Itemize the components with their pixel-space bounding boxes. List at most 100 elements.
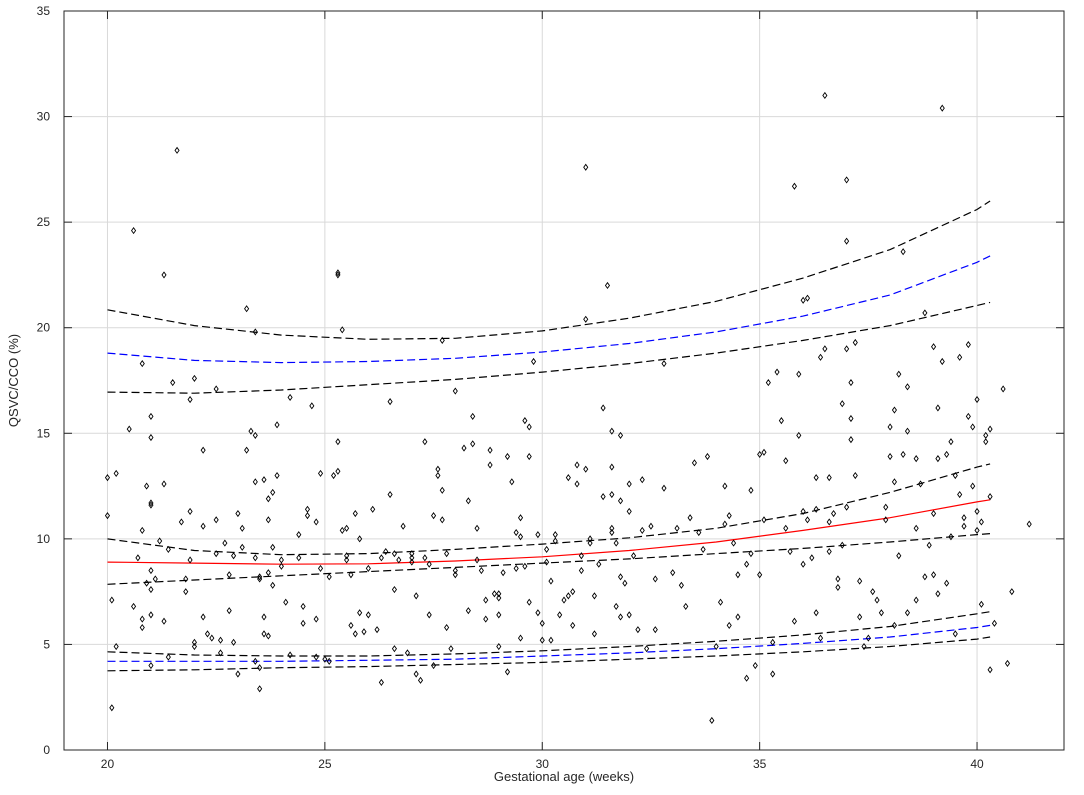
data-point: [626, 480, 632, 488]
data-point: [365, 564, 371, 572]
data-point: [944, 579, 950, 587]
data-point: [413, 592, 419, 600]
data-point: [409, 558, 415, 566]
data-point: [335, 438, 341, 446]
data-point: [139, 623, 145, 632]
data-point: [257, 573, 263, 581]
data-point: [748, 486, 754, 494]
data-point: [496, 642, 502, 651]
data-point: [483, 615, 489, 623]
data-point: [322, 655, 328, 663]
data-point: [987, 666, 993, 674]
data-point: [191, 638, 197, 646]
data-point: [148, 566, 154, 575]
data-point: [326, 573, 332, 581]
data-point: [148, 585, 154, 594]
curve-median: [107, 499, 991, 565]
data-point: [604, 281, 611, 290]
data-point: [296, 554, 302, 562]
data-point: [252, 328, 258, 336]
data-point: [174, 146, 180, 154]
data-point: [431, 512, 437, 520]
data-point: [244, 446, 250, 454]
data-point: [313, 615, 319, 623]
data-point: [696, 528, 702, 537]
data-point: [217, 636, 224, 644]
data-point: [717, 598, 724, 606]
data-point: [931, 509, 937, 518]
data-point: [904, 427, 911, 435]
data-point: [148, 501, 154, 509]
y-tick-label: 20: [37, 321, 51, 335]
data-point: [517, 533, 524, 541]
data-point: [261, 613, 267, 621]
data-point: [796, 370, 802, 378]
data-point: [757, 571, 763, 579]
data-point: [887, 452, 893, 461]
data-point: [787, 547, 793, 556]
data-point: [978, 518, 984, 526]
data-point: [148, 499, 154, 507]
data-point: [639, 476, 645, 484]
data-point: [252, 657, 258, 665]
data-point: [526, 598, 532, 606]
data-point: [335, 269, 341, 277]
data-point: [878, 609, 884, 617]
data-point: [113, 469, 119, 477]
data-point: [522, 562, 528, 570]
data-point: [309, 402, 315, 410]
data-point: [200, 446, 206, 454]
data-point: [287, 393, 293, 401]
data-point: [991, 619, 997, 627]
data-point: [296, 531, 302, 539]
data-point: [148, 433, 154, 442]
data-point: [844, 237, 850, 245]
data-point: [317, 564, 324, 572]
data-point: [891, 406, 897, 414]
data-point: [578, 566, 584, 575]
data-point: [274, 471, 280, 480]
curve-inner-upper: [107, 255, 991, 364]
data-point: [535, 609, 541, 617]
data-point: [935, 455, 941, 463]
x-axis-label: Gestational age (weeks): [494, 769, 634, 784]
data-point: [352, 630, 358, 638]
data-point: [844, 345, 850, 353]
data-point: [391, 550, 397, 558]
data-point: [535, 531, 541, 539]
data-point: [983, 438, 989, 446]
data-point: [617, 497, 624, 505]
data-point: [774, 368, 780, 376]
data-point: [265, 632, 271, 640]
data-point: [722, 520, 728, 528]
data-point: [626, 507, 632, 515]
x-tick-label: 30: [536, 757, 550, 771]
data-point: [252, 431, 258, 439]
data-point: [383, 547, 389, 556]
data-point: [935, 590, 941, 598]
data-point: [613, 602, 619, 610]
data-point: [778, 417, 784, 425]
data-point: [609, 427, 615, 435]
x-tick-label: 25: [318, 757, 332, 771]
data-point: [278, 562, 284, 570]
data-point: [952, 630, 958, 638]
data-point: [826, 547, 832, 556]
data-point: [835, 583, 841, 591]
data-point: [252, 478, 258, 486]
data-point: [300, 602, 306, 610]
data-point: [439, 486, 445, 494]
data-point: [252, 554, 258, 562]
data-point: [965, 341, 971, 349]
data-point: [374, 626, 380, 634]
y-axis-label: QSVC/CCO (%): [6, 334, 21, 427]
data-point: [691, 459, 697, 467]
data-point: [583, 465, 589, 473]
data-point: [474, 556, 480, 564]
data-point: [661, 360, 667, 368]
data-point: [178, 518, 184, 526]
data-point: [139, 360, 145, 368]
data-point: [961, 514, 967, 522]
data-point: [483, 596, 489, 604]
data-point: [187, 507, 193, 515]
